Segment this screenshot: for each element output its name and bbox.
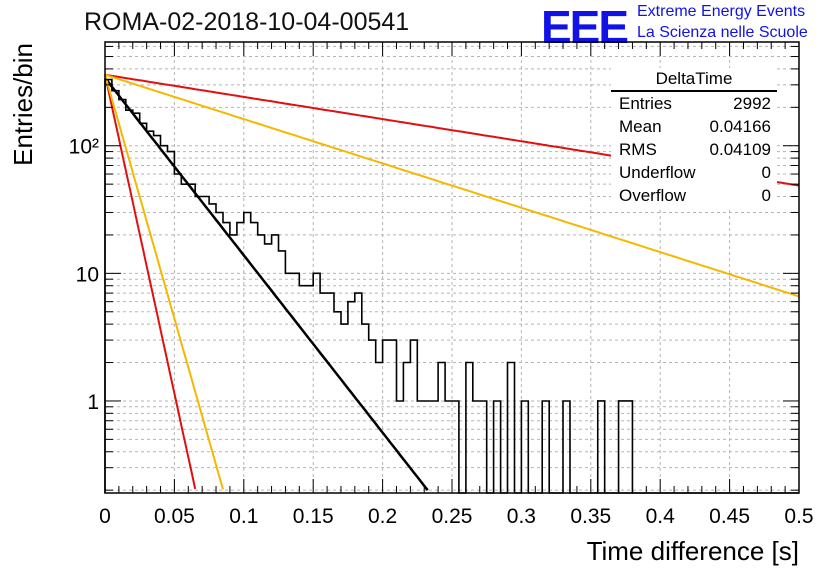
x-tick-label: 0.35 [570, 505, 611, 528]
fit-line-rate-low-yellow [104, 73, 800, 298]
x-tick-label: 0.45 [709, 505, 750, 528]
logo-line-2: La Scienza nelle Scuole [637, 24, 808, 41]
stats-key: Underflow [619, 163, 696, 182]
stats-value: 0 [761, 186, 771, 205]
stats-key: Entries [619, 94, 672, 113]
x-tick-label: 0.5 [784, 505, 813, 528]
stats-value: 0.04166 [709, 117, 771, 136]
x-tick-label: 0.25 [432, 505, 473, 528]
x-tick-label: 0.3 [507, 505, 536, 528]
x-tick-label: 0.1 [229, 505, 258, 528]
y-tick-label: 10 [76, 263, 99, 286]
stats-key: Overflow [619, 186, 687, 205]
eee-logo-letters: EEE [541, 1, 629, 53]
stats-row: RMS 0.04109 [611, 138, 777, 161]
x-tick-label: 0.4 [646, 505, 676, 528]
fit-line-rate-high-yellow [104, 74, 224, 490]
stats-row: Overflow 0 [611, 184, 777, 207]
stats-title: DeltaTime [611, 68, 777, 92]
chart-title: ROMA-02-2018-10-04-00541 [84, 8, 410, 36]
y-tick-label: 10² [69, 136, 99, 159]
stats-key: RMS [619, 140, 657, 159]
stats-row: Mean 0.04166 [611, 115, 777, 138]
stats-value: 0.04109 [709, 140, 771, 159]
stats-value: 2992 [733, 94, 771, 113]
stats-key: Mean [619, 117, 662, 136]
x-tick-label: 0 [99, 505, 111, 528]
x-tick-label: 0.15 [293, 505, 334, 528]
y-tick-label: 1 [87, 391, 99, 414]
x-axis-label: Time difference [s] [587, 536, 799, 566]
logo-line-1: Extreme Energy Events [637, 3, 806, 20]
stats-box: DeltaTime Entries 2992 Mean 0.04166 RMS … [611, 68, 777, 208]
x-tick-label: 0.05 [154, 505, 195, 528]
histogram-bar [617, 400, 634, 493]
axis-labels: 0 0.05 0.1 0.15 0.2 0.25 0.3 0.35 0.4 0.45 0.5 1 10 1… [8, 43, 814, 566]
axis-ticks [104, 42, 800, 493]
fit-line-fit [104, 77, 429, 491]
fit-line-rate-high-red [104, 74, 197, 490]
histogram-bar [596, 400, 606, 493]
x-tick-label: 0.2 [368, 505, 397, 528]
stats-value: 0 [761, 163, 771, 182]
stats-row: Underflow 0 [611, 161, 777, 184]
stats-row: Entries 2992 [611, 92, 777, 115]
y-axis-label: Entries/bin [8, 43, 38, 166]
